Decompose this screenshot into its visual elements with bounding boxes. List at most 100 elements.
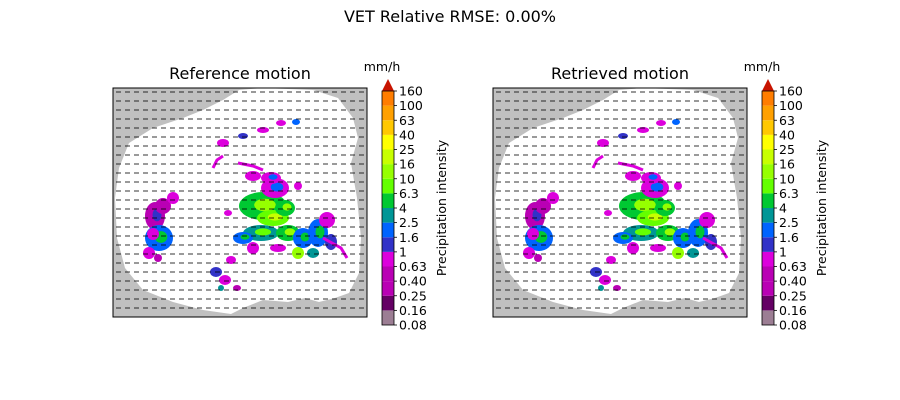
panels-group: Reference motion0.080.160.250.400.6311.6… [112, 59, 829, 333]
precip-cell [147, 228, 159, 240]
colorbar-segment [762, 237, 774, 252]
precip-cell [294, 182, 302, 190]
colorbar-tick-label: 25 [399, 142, 415, 157]
precip-core [620, 234, 630, 240]
precip-cell [637, 127, 649, 133]
colorbar-tick-label: 1.6 [779, 230, 799, 245]
motion-vectors [116, 91, 364, 309]
precip-cell [672, 247, 684, 259]
precip-cell [627, 242, 639, 254]
precip-cell [672, 119, 680, 125]
colorbar-tick-label: 6.3 [399, 186, 419, 201]
precip-streak [591, 154, 604, 169]
map-frame [492, 87, 748, 318]
colorbar-segment [382, 237, 394, 252]
motion-vectors [496, 91, 744, 309]
colorbar-tick-label: 40 [779, 127, 795, 142]
precip-cell [292, 119, 300, 125]
colorbar-tick-label: 16 [779, 157, 795, 172]
precip-cell [606, 256, 616, 264]
precip-cell [224, 210, 232, 216]
colorbar-extend-arrow [762, 79, 774, 91]
precip-core [284, 228, 296, 236]
precip-cell [257, 127, 269, 133]
colorbar-tick-label: 63 [399, 113, 415, 128]
colorbar-tick-label: 0.63 [779, 259, 807, 274]
precip-cell [527, 228, 539, 240]
precip-cell [687, 248, 699, 258]
colorbar-tick-label: 25 [779, 142, 795, 157]
figure-suptitle: VET Relative RMSE: 0.00% [344, 7, 556, 26]
colorbar-segment [382, 164, 394, 179]
precip-cell [270, 244, 286, 252]
precip-core [680, 232, 690, 242]
precip-cell [319, 212, 335, 228]
colorbar-tick-label: 0.16 [779, 303, 807, 318]
precip-streak [322, 236, 349, 259]
precip-cell [219, 275, 231, 285]
precip-cell [238, 133, 248, 139]
colorbar-tick-label: 40 [399, 127, 415, 142]
precip-core [254, 198, 276, 212]
colorbar-segment [762, 149, 774, 165]
precip-cell [656, 120, 666, 126]
colorbar-segment [762, 193, 774, 208]
colorbar-tick-label: 0.25 [399, 288, 427, 303]
colorbar-unit: mm/h [744, 59, 781, 74]
colorbar-extend-arrow [382, 79, 394, 91]
precip-core [650, 182, 664, 192]
colorbar-tick-label: 63 [779, 113, 795, 128]
colorbar-segment [762, 295, 774, 311]
precip-cell [154, 254, 162, 262]
colorbar-tick-label: 0.40 [779, 274, 807, 289]
colorbar-segment [382, 134, 394, 150]
precip-cell [598, 285, 604, 291]
precip-core [282, 203, 292, 211]
precipitation-map [493, 88, 747, 317]
colorbar-tick-label: 160 [779, 84, 803, 99]
colorbar-tick-label: 16 [399, 157, 415, 172]
precip-cell [535, 198, 551, 214]
colorbar-segment [382, 208, 394, 223]
map-frame [112, 87, 368, 318]
panel-title: Reference motion [169, 64, 311, 83]
colorbar-segment [382, 178, 394, 194]
panel-title: Retrieved motion [551, 64, 689, 83]
colorbar-tick-label: 4 [399, 201, 407, 216]
precip-core [662, 203, 672, 211]
precip-core [634, 228, 652, 236]
colorbar-segment [762, 222, 774, 238]
colorbar-segment [762, 281, 774, 296]
colorbar-segment [382, 310, 394, 325]
colorbar-segment [382, 120, 394, 135]
colorbar-segment [762, 120, 774, 135]
colorbar-tick-label: 6.3 [779, 186, 799, 201]
colorbar-tick-label: 100 [399, 98, 423, 113]
colorbar-label: Precipitation intensity [814, 139, 829, 276]
precipitation-map [113, 88, 367, 317]
colorbar-tick-label: 0.08 [399, 318, 427, 333]
colorbar-tick-label: 160 [399, 84, 423, 99]
precip-core [268, 174, 278, 180]
precip-cell [155, 198, 171, 214]
colorbar-segment [762, 105, 774, 121]
precip-core [240, 234, 250, 240]
colorbar-segment [382, 281, 394, 296]
panel-1: Retrieved motion 0.080.160.250.400.6311.6… [492, 59, 829, 333]
precip-cell [247, 242, 259, 254]
colorbar-tick-label: 4 [779, 201, 787, 216]
colorbar-tick-label: 0.25 [779, 288, 807, 303]
precip-cell [597, 139, 609, 147]
colorbar-segment [762, 134, 774, 150]
colorbar-segment [382, 105, 394, 121]
colorbar-tick-label: 0.08 [779, 318, 807, 333]
colorbar-segment [762, 208, 774, 223]
precip-cell [307, 248, 319, 258]
colorbar-segment [382, 295, 394, 311]
precip-cell [143, 247, 155, 259]
colorbar-segment [382, 222, 394, 238]
colorbar-segment [762, 266, 774, 282]
precip-core [647, 213, 663, 221]
colorbar-tick-label: 10 [779, 171, 795, 186]
